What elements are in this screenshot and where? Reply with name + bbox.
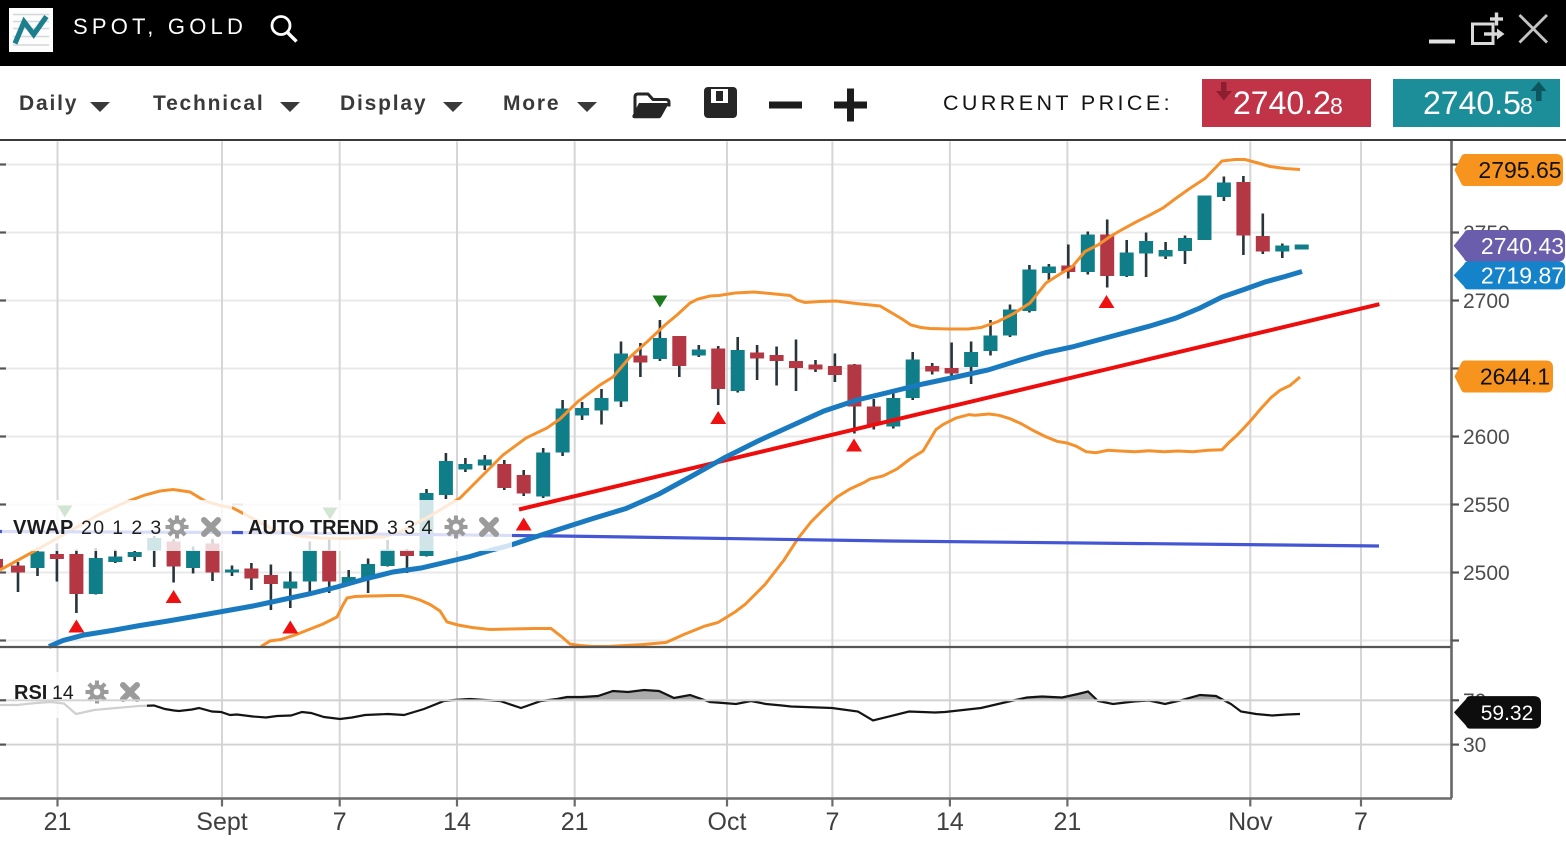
svg-text:20 1 2 3: 20 1 2 3 <box>81 517 163 539</box>
svg-text:VWAP: VWAP <box>13 517 74 539</box>
svg-text:2795.65: 2795.65 <box>1478 157 1561 183</box>
svg-text:Sept: Sept <box>196 808 247 836</box>
svg-text:14: 14 <box>52 682 74 704</box>
svg-text:2644.1: 2644.1 <box>1480 364 1550 390</box>
svg-text:21: 21 <box>1053 808 1081 836</box>
svg-text:8: 8 <box>1330 93 1343 119</box>
svg-text:2600: 2600 <box>1463 426 1510 449</box>
svg-text:30: 30 <box>1463 734 1486 757</box>
svg-text:59.32: 59.32 <box>1481 702 1534 725</box>
svg-text:8: 8 <box>1520 93 1533 119</box>
svg-text:SPOT, GOLD: SPOT, GOLD <box>73 14 247 39</box>
svg-text:2550: 2550 <box>1463 494 1510 517</box>
svg-text:2719.87: 2719.87 <box>1481 262 1564 288</box>
svg-text:21: 21 <box>44 808 72 836</box>
svg-text:21: 21 <box>561 808 589 836</box>
svg-text:2700: 2700 <box>1463 290 1510 313</box>
svg-text:Nov: Nov <box>1228 808 1273 836</box>
svg-text:2740.43: 2740.43 <box>1481 233 1564 259</box>
svg-text:7: 7 <box>333 808 347 836</box>
svg-text:2500: 2500 <box>1463 562 1510 585</box>
svg-text:2740.5: 2740.5 <box>1423 85 1521 121</box>
svg-text:RSI: RSI <box>14 682 47 704</box>
svg-text:AUTO TREND: AUTO TREND <box>248 517 379 539</box>
svg-text:7: 7 <box>1354 808 1368 836</box>
svg-text:Oct: Oct <box>708 808 747 836</box>
svg-text:2740.2: 2740.2 <box>1233 85 1331 121</box>
svg-text:7: 7 <box>825 808 839 836</box>
svg-text:3 3 4: 3 3 4 <box>387 517 433 539</box>
svg-text:14: 14 <box>936 808 964 836</box>
svg-text:14: 14 <box>443 808 471 836</box>
